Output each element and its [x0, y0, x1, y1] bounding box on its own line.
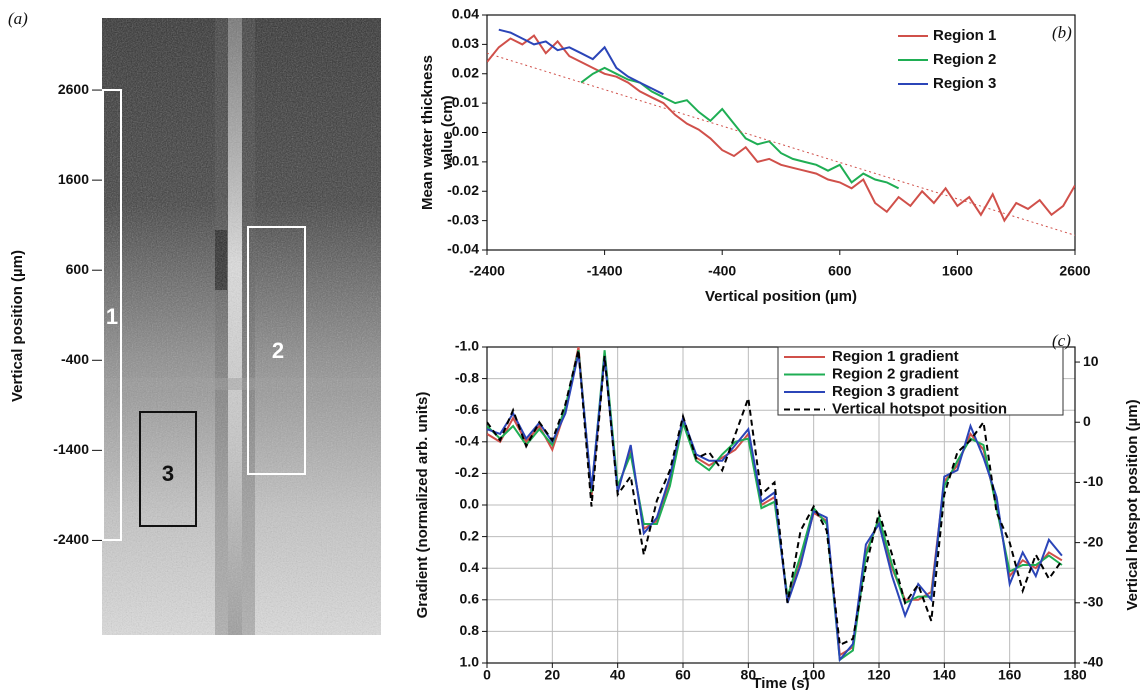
region-label: 2: [272, 338, 284, 363]
legend-label: Region 1: [933, 27, 996, 44]
series-line: [487, 34, 1075, 223]
y-tick-label: -0.01: [447, 153, 479, 169]
y2-tick-label: -30: [1083, 594, 1103, 610]
region-label: 3: [162, 461, 174, 486]
x-tick-label: 100: [802, 667, 826, 683]
x-tick-label: 600: [828, 263, 852, 279]
y-tick-label: -0.6: [455, 401, 479, 417]
x-tick-label: -400: [708, 263, 736, 279]
y-tick-label: 600: [66, 261, 90, 277]
x-tick-label: 140: [933, 667, 957, 683]
y-tick-label: -2400: [53, 531, 89, 547]
y-tick-label: 0.04: [452, 6, 479, 22]
y-tick-label: -0.8: [455, 369, 479, 385]
y-tick-label: 0.6: [460, 591, 480, 607]
series-line: [580, 66, 900, 190]
y-tick-label: -1400: [53, 441, 89, 457]
panel-label: (b): [1052, 23, 1072, 42]
legend-label: Region 2 gradient: [832, 365, 959, 382]
y-tick-label: -0.02: [447, 182, 479, 198]
y2-tick-label: -20: [1083, 533, 1103, 549]
plot-frame: [486, 14, 1076, 251]
x-tick-label: 40: [610, 667, 626, 683]
y-tick-label: 0.4: [460, 559, 480, 575]
y-tick-label: 0.02: [452, 64, 479, 80]
y-tick-label: 1.0: [460, 654, 480, 670]
y2-axis-label: Vertical hotspot position (µm): [1124, 399, 1141, 610]
x-tick-label: 120: [867, 667, 891, 683]
x-tick-label: 0: [483, 667, 491, 683]
series-line: [487, 353, 1063, 663]
x-tick-label: 1600: [942, 263, 973, 279]
x-tick-label: 80: [741, 667, 757, 683]
y-axis-label: value (cm): [439, 95, 456, 169]
y-axis-label: Gradient (normalized arb. units): [414, 392, 431, 619]
legend-label: Region 3 gradient: [832, 383, 959, 400]
panel-label: (c): [1052, 331, 1071, 350]
y-tick-label: 0.2: [460, 527, 480, 543]
y-tick-label: 0.01: [452, 94, 479, 110]
y2-tick-label: 10: [1083, 353, 1099, 369]
y-tick-label: 2600: [58, 81, 89, 97]
x-tick-label: -2400: [469, 263, 505, 279]
micrograph: 1 2 3: [102, 18, 381, 635]
y-tick-label: -0.2: [455, 464, 479, 480]
y-tick-label: 0.03: [452, 35, 479, 51]
y-tick-label: -1.0: [455, 338, 479, 354]
x-tick-label: 20: [545, 667, 561, 683]
y-tick-label: -0.04: [447, 241, 479, 257]
y-axis-label: Vertical position (µm): [9, 250, 26, 402]
y-axis-label: Mean water thickness: [419, 55, 436, 210]
y-tick-label: -0.03: [447, 211, 479, 227]
y-tick-label: -400: [61, 351, 89, 367]
y-tick-label: 0.8: [460, 622, 480, 638]
x-axis-label: Vertical position (µm): [705, 288, 857, 305]
legend-label: Region 1 gradient: [832, 348, 959, 365]
x-tick-label: 2600: [1059, 263, 1090, 279]
series-line: [498, 28, 664, 96]
x-tick-label: 60: [675, 667, 691, 683]
y2-tick-label: -10: [1083, 473, 1103, 489]
legend-box: [777, 346, 1064, 416]
y2-tick-label: 0: [1083, 413, 1091, 429]
x-axis-label: Time (s): [752, 675, 809, 690]
legend-label: Region 2: [933, 51, 996, 68]
legend-label: Vertical hotspot position: [832, 400, 1007, 417]
y-tick-label: 0.0: [460, 496, 480, 512]
x-tick-label: 160: [998, 667, 1022, 683]
y-tick-label: 0.00: [452, 123, 479, 139]
y2-tick-label: -40: [1083, 654, 1103, 670]
region-label: 1: [106, 304, 118, 329]
series-line: [487, 349, 1063, 647]
legend-label: Region 3: [933, 75, 996, 92]
x-tick-label: 180: [1063, 667, 1087, 683]
x-tick-label: -1400: [587, 263, 623, 279]
y-tick-label: -0.4: [455, 433, 479, 449]
panel-label: (a): [8, 9, 28, 28]
y-tick-label: 1600: [58, 171, 89, 187]
